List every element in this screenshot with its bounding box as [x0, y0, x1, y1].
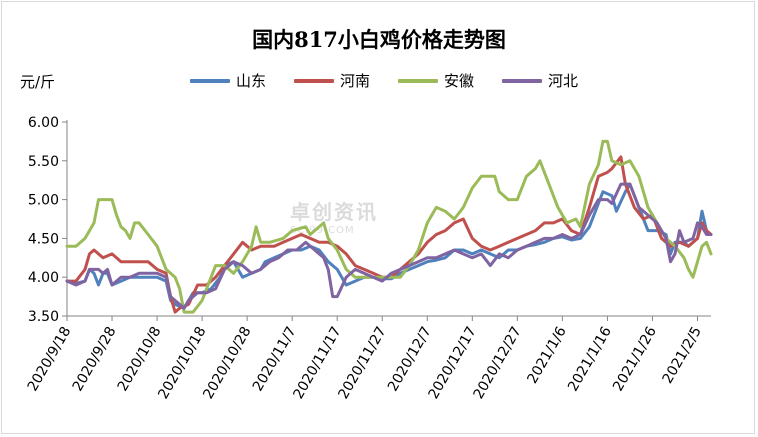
y-tick-label: 3.50 — [28, 309, 59, 325]
series-line-anhui — [65, 139, 713, 314]
watermark-logo: 卓创资讯 SCI99.COM — [290, 196, 378, 236]
x-tick-label: 2020/12/27 — [471, 324, 525, 402]
y-tick-label: 4.00 — [28, 270, 59, 286]
watermark-subtext: SCI99.COM — [290, 225, 355, 236]
legend-label-shandong: 山东 — [236, 72, 267, 90]
legend-swatch-anhui — [398, 78, 439, 83]
x-tick-label: 2021/2/5 — [660, 324, 705, 386]
x-tick-label: 2021/1/6 — [525, 324, 570, 387]
y-tick-label: 5.50 — [28, 154, 59, 170]
x-tick-label: 2020/9/28 — [70, 324, 120, 394]
x-tick-label: 2020/9/18 — [25, 324, 75, 394]
legend-item-henan: 河南 — [294, 70, 370, 91]
x-tick-label: 2020/10/8 — [115, 324, 165, 394]
series-line-shandong — [65, 182, 713, 310]
legend-item-shandong: 山东 — [190, 70, 266, 91]
legend-label-anhui: 安徽 — [444, 72, 475, 90]
chart-legend: 山东 河南 安徽 河北 — [190, 70, 578, 91]
x-tick-label: 2020/11/7 — [250, 324, 300, 394]
legend-swatch-hebei — [502, 78, 543, 83]
y-tick-label: 5.00 — [28, 193, 59, 209]
legend-item-hebei: 河北 — [502, 70, 578, 91]
x-tick-label: 2020/10/28 — [200, 324, 254, 402]
watermark-text: 卓创资讯 — [290, 200, 378, 224]
legend-swatch-henan — [294, 78, 335, 83]
x-tick-label: 2020/12/7 — [385, 324, 435, 394]
chart-title: 国内817小白鸡价格走势图 — [252, 27, 506, 52]
y-tick-label: 6.00 — [28, 115, 59, 131]
series-line-hebei — [65, 182, 713, 310]
legend-label-hebei: 河北 — [548, 72, 579, 90]
x-tick-label: 2021/1/26 — [610, 324, 660, 394]
y-axis-unit-label: 元/斤 — [20, 73, 56, 91]
x-tick-label: 2021/1/16 — [565, 324, 615, 394]
series-line-henan — [65, 155, 713, 314]
x-tick-label: 2020/11/27 — [336, 324, 390, 402]
legend-label-henan: 河南 — [340, 72, 371, 90]
legend-swatch-shandong — [190, 78, 230, 83]
legend-item-anhui: 安徽 — [398, 70, 474, 91]
y-tick-label: 4.50 — [28, 231, 59, 247]
